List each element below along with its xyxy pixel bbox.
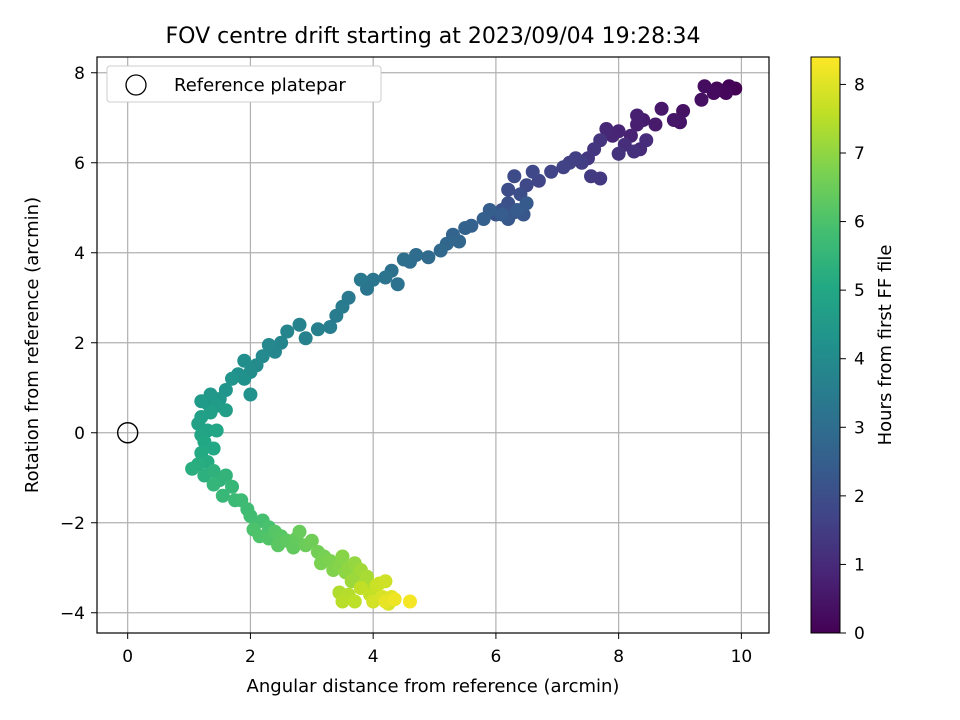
y-tick-label: 0 xyxy=(74,424,85,444)
data-point xyxy=(626,144,641,159)
data-point xyxy=(292,317,307,332)
data-point xyxy=(353,272,368,287)
data-point xyxy=(666,113,681,127)
y-axis: −4 −2 0 2 4 6 8 xyxy=(60,64,97,624)
data-point xyxy=(654,101,669,116)
data-point xyxy=(292,524,307,539)
data-point xyxy=(510,203,525,217)
data-point xyxy=(347,594,362,609)
x-tick-label: 10 xyxy=(731,647,753,667)
data-point xyxy=(387,592,402,607)
data-point xyxy=(323,320,338,334)
legend-marker xyxy=(125,74,147,96)
data-point xyxy=(544,164,559,179)
x-axis-label: Angular distance from reference (arcmin) xyxy=(247,676,620,697)
data-point xyxy=(584,169,599,184)
data-point xyxy=(433,243,448,258)
data-point xyxy=(243,387,258,402)
data-point xyxy=(225,479,240,494)
x-tick-label: 0 xyxy=(122,647,133,667)
y-tick-label: 6 xyxy=(74,154,85,174)
colorbar-tick-label: 1 xyxy=(854,555,865,575)
data-point xyxy=(697,79,712,94)
x-axis: 0 2 4 6 8 10 xyxy=(122,633,752,667)
data-point xyxy=(218,468,233,483)
legend-label: Reference platepar xyxy=(174,75,346,96)
y-axis-label: Rotation from reference (arcmin) xyxy=(22,197,43,493)
colorbar-tick-label: 5 xyxy=(854,281,865,301)
data-point xyxy=(360,569,375,584)
data-point xyxy=(298,331,313,346)
colorbar-tick-label: 7 xyxy=(854,144,865,164)
data-point xyxy=(378,574,393,589)
colorbar-tick-label: 2 xyxy=(854,487,865,507)
grid xyxy=(97,57,769,633)
data-point xyxy=(185,461,200,476)
data-point xyxy=(501,182,516,197)
data-point xyxy=(476,212,491,226)
data-point xyxy=(458,221,473,235)
data-point xyxy=(310,322,325,337)
x-tick-label: 8 xyxy=(613,647,624,667)
chart-title: FOV centre drift starting at 2023/09/04 … xyxy=(166,24,701,49)
colorbar-tick-label: 6 xyxy=(854,213,865,233)
legend: Reference platepar xyxy=(106,65,382,103)
y-tick-label: −2 xyxy=(60,514,85,534)
data-point xyxy=(218,403,233,418)
colorbar: 0 1 2 3 4 5 6 7 8 Hours from first FF file xyxy=(810,56,896,644)
data-point xyxy=(639,133,654,148)
data-point xyxy=(556,160,571,175)
data-point xyxy=(206,441,221,456)
legend-box xyxy=(106,65,382,103)
reference-marker xyxy=(116,422,139,444)
x-tick-label: 2 xyxy=(245,647,256,667)
data-point xyxy=(507,169,522,184)
data-point xyxy=(676,104,691,118)
reference-point xyxy=(116,422,139,444)
colorbar-tick-label: 0 xyxy=(854,624,865,644)
data-point xyxy=(390,277,405,292)
data-point xyxy=(225,371,240,386)
data-point xyxy=(525,164,540,179)
colorbar-label: Hours from first FF file xyxy=(875,245,896,446)
colorbar-tick-label: 3 xyxy=(854,418,865,438)
y-tick-label: −4 xyxy=(60,604,85,624)
data-point xyxy=(237,371,252,386)
data-point xyxy=(261,338,276,352)
data-point xyxy=(378,270,393,285)
colorbar-tick-label: 4 xyxy=(854,350,865,370)
data-point xyxy=(648,117,663,132)
data-point xyxy=(280,324,295,339)
data-point xyxy=(209,423,224,438)
plot-frame xyxy=(96,56,770,634)
data-point xyxy=(694,92,709,107)
data-point xyxy=(304,533,319,548)
data-point xyxy=(599,122,614,136)
x-tick-label: 6 xyxy=(490,647,501,667)
data-point xyxy=(452,234,467,249)
data-point xyxy=(611,146,626,161)
data-point xyxy=(206,477,221,492)
y-tick-label: 4 xyxy=(74,244,85,264)
data-point xyxy=(335,594,350,609)
data-point xyxy=(396,252,411,267)
data-point xyxy=(630,108,645,123)
colorbar-tick-label: 8 xyxy=(854,75,865,95)
data-point xyxy=(215,488,230,503)
data-point xyxy=(237,353,252,368)
data-point xyxy=(194,394,209,409)
data-point xyxy=(402,594,417,609)
x-tick-label: 4 xyxy=(368,647,379,667)
colorbar-gradient xyxy=(810,56,841,634)
data-point xyxy=(421,250,436,265)
colorbar-ticks: 0 1 2 3 4 5 6 7 8 xyxy=(840,75,865,644)
y-tick-label: 2 xyxy=(74,334,85,354)
data-point xyxy=(495,207,510,222)
scatter-points xyxy=(185,79,743,611)
y-tick-label: 8 xyxy=(74,64,85,84)
data-point xyxy=(329,308,344,323)
data-point xyxy=(335,549,350,564)
